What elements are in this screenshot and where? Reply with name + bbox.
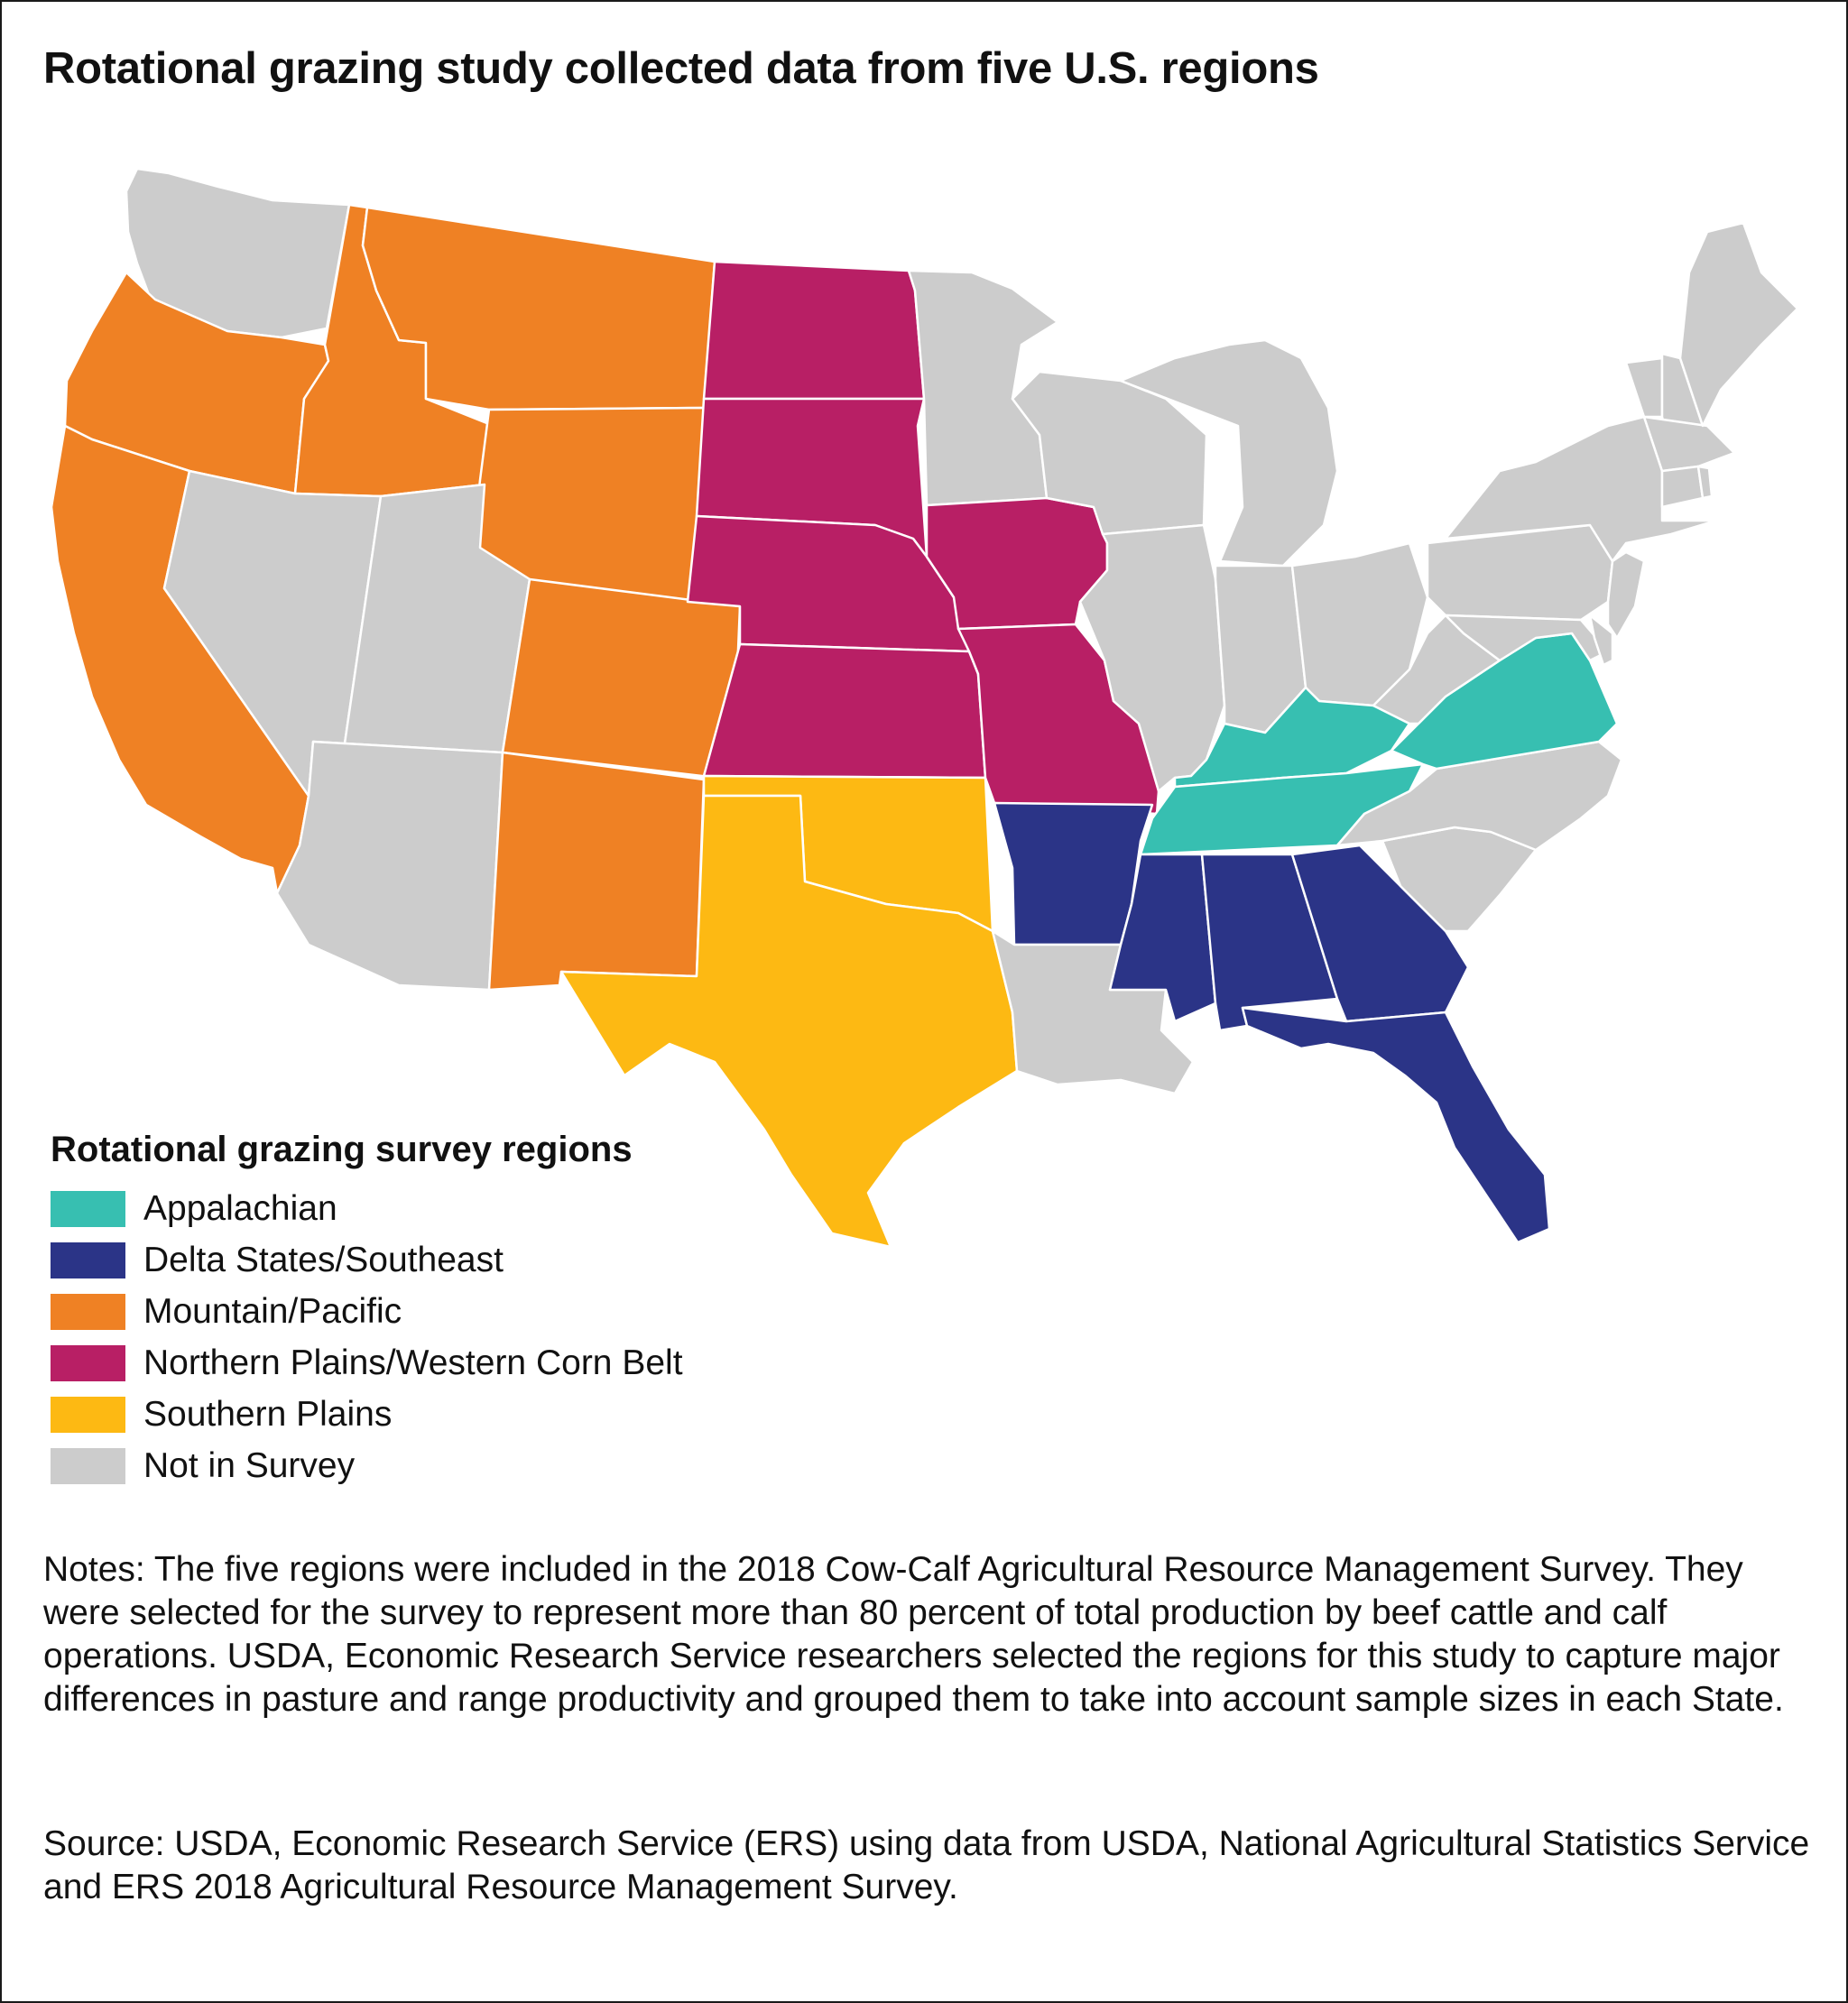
state-new-jersey (1606, 550, 1646, 640)
state-vermont (1624, 356, 1664, 419)
figure-title: Rotational grazing study collected data … (43, 44, 1319, 93)
figure-source: Source: USDA, Economic Research Service … (43, 1824, 1810, 1906)
figure-notes: Notes: The five regions were included in… (43, 1550, 1784, 1719)
legend-label: Not in Survey (143, 1445, 356, 1485)
legend-item-delta-southeast: Delta States/Southeast (51, 1234, 683, 1286)
legend-swatch (51, 1241, 125, 1278)
state-georgia (1290, 844, 1470, 1023)
map-legend: Rotational grazing survey regions Appala… (51, 1130, 683, 1491)
legend-swatch (51, 1447, 125, 1484)
state-maryland (1444, 614, 1610, 662)
us-region-map (50, 167, 1799, 1249)
state-connecticut (1660, 465, 1705, 509)
legend-swatch (51, 1344, 125, 1381)
state-maine (1678, 221, 1799, 428)
state-delaware (1588, 614, 1614, 667)
legend-label: Mountain/Pacific (143, 1291, 402, 1331)
state-kansas (702, 642, 987, 780)
state-michigan (1119, 338, 1339, 568)
legend-item-northern-plains: Northern Plains/Western Corn Belt (51, 1337, 683, 1389)
legend-swatch (51, 1190, 125, 1227)
legend-title: Rotational grazing survey regions (51, 1130, 633, 1169)
state-massachusetts (1642, 415, 1736, 473)
legend-label: Delta States/Southeast (143, 1240, 504, 1279)
state-pennsylvania (1426, 523, 1614, 622)
state-new-mexico (487, 751, 706, 992)
legend-label: Northern Plains/Western Corn Belt (143, 1343, 683, 1382)
legend-item-mountain-pacific: Mountain/Pacific (51, 1286, 683, 1337)
legend-label: Southern Plains (143, 1394, 393, 1434)
legend-swatch (51, 1293, 125, 1330)
legend-item-appalachian: Appalachian (51, 1183, 683, 1234)
state-texas (559, 794, 1019, 1249)
state-colorado (501, 577, 742, 781)
state-arizona (275, 740, 504, 992)
state-north-dakota (702, 260, 926, 401)
state-florida (1241, 1006, 1551, 1244)
legend-label: Appalachian (143, 1188, 337, 1228)
legend-item-not-in-survey: Not in Survey (51, 1440, 683, 1491)
legend-item-southern-plains: Southern Plains (51, 1389, 683, 1440)
state-rhode-island (1696, 465, 1714, 500)
legend-swatch (51, 1396, 125, 1433)
